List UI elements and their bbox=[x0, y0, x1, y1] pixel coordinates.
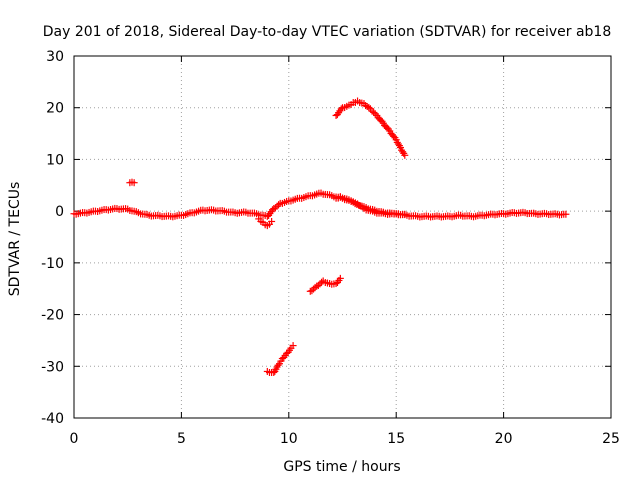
data-point-baseline bbox=[562, 210, 570, 218]
y-tick-label: -30 bbox=[41, 359, 64, 375]
data-point-deep-low-segment bbox=[274, 361, 282, 369]
data-point-high-arc bbox=[399, 148, 407, 156]
data-point-baseline-lower-branch bbox=[268, 217, 276, 225]
y-tick-label: 30 bbox=[46, 49, 64, 65]
y-tick-label: -20 bbox=[41, 308, 64, 324]
y-tick-label: 20 bbox=[46, 101, 64, 117]
y-axis-label: SDTVAR / TECUs bbox=[7, 182, 23, 297]
x-tick-label: 25 bbox=[602, 431, 620, 447]
y-tick-label: -40 bbox=[41, 411, 64, 427]
data-point-high-arc bbox=[401, 151, 409, 159]
axis-ticks: 0 5 10 15 20 25 -40 -30 -20 -10 0 10 20 30 bbox=[41, 49, 620, 447]
data-point-baseline bbox=[271, 204, 279, 212]
data-point-high-arc bbox=[365, 103, 373, 111]
y-tick-label: 0 bbox=[55, 204, 64, 220]
data-point-arc-after-12h bbox=[401, 210, 409, 218]
x-tick-label: 15 bbox=[387, 431, 405, 447]
data-points bbox=[70, 97, 570, 377]
x-tick-label: 10 bbox=[280, 431, 298, 447]
x-tick-label: 20 bbox=[495, 431, 513, 447]
data-point-mid-low-segment bbox=[314, 282, 322, 290]
data-point-high-arc bbox=[390, 132, 398, 140]
x-axis-label: GPS time / hours bbox=[283, 459, 400, 475]
x-tick-label: 5 bbox=[177, 431, 186, 447]
data-point-isolated-point bbox=[130, 179, 138, 187]
y-tick-label: 10 bbox=[46, 152, 64, 168]
data-point-high-arc bbox=[337, 105, 345, 113]
data-point-mid-low-segment bbox=[316, 280, 324, 288]
chart-title: Day 201 of 2018, Sidereal Day-to-day VTE… bbox=[43, 24, 612, 40]
data-point-deep-low-segment bbox=[289, 342, 297, 350]
y-tick-label: -10 bbox=[41, 256, 64, 272]
data-point-high-arc bbox=[371, 110, 379, 118]
data-point-high-arc bbox=[370, 108, 378, 116]
plot-frame bbox=[73, 55, 612, 419]
data-point-mid-low-segment bbox=[310, 285, 318, 293]
data-point-baseline bbox=[275, 201, 283, 209]
data-point-baseline bbox=[273, 202, 281, 210]
data-point-mid-low-segment bbox=[308, 287, 316, 295]
data-point-mid-low-segment bbox=[336, 274, 344, 282]
data-point-high-arc bbox=[394, 140, 402, 148]
x-tick-label: 0 bbox=[70, 431, 79, 447]
